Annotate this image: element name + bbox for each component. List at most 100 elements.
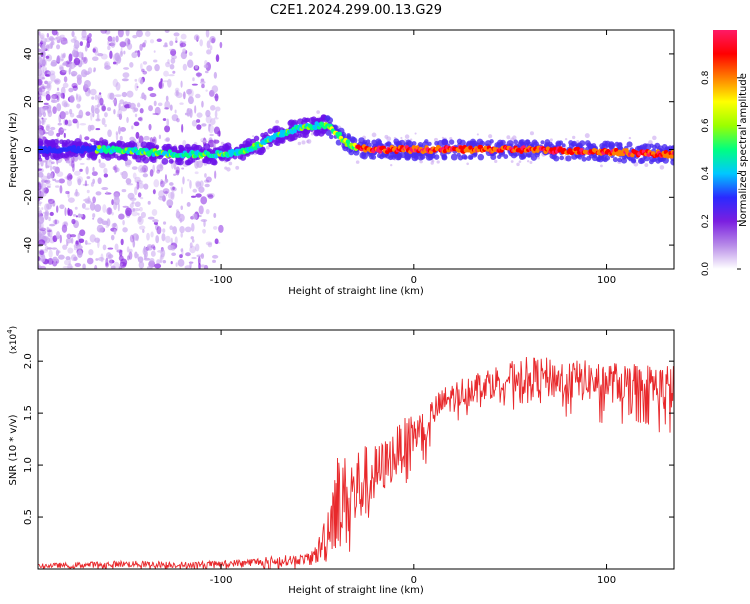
noise-speckle	[115, 132, 119, 141]
noise-speckle	[205, 109, 211, 118]
noise-speckle	[644, 163, 649, 167]
noise-speckle	[78, 238, 85, 243]
noise-speckle	[204, 183, 210, 188]
noise-speckle	[572, 135, 576, 140]
noise-speckle	[118, 213, 125, 220]
noise-speckle	[200, 219, 208, 222]
noise-speckle	[157, 102, 163, 107]
noise-speckle	[211, 85, 219, 93]
noise-speckle	[117, 202, 120, 212]
noise-speckle	[38, 256, 41, 261]
ridge-halo	[241, 144, 246, 149]
noise-speckle	[84, 136, 90, 141]
noise-speckle	[76, 94, 82, 103]
noise-speckle	[193, 34, 200, 41]
noise-speckle	[43, 105, 47, 110]
noise-speckle	[132, 172, 137, 180]
noise-speckle	[207, 194, 214, 199]
noise-speckle	[38, 161, 41, 165]
noise-speckle	[166, 199, 174, 207]
noise-speckle	[81, 30, 87, 39]
noise-speckle	[306, 139, 310, 144]
noise-speckle	[201, 83, 205, 89]
noise-speckle	[214, 238, 219, 245]
noise-speckle	[186, 202, 191, 207]
noise-speckle	[122, 128, 126, 132]
ridge-halo	[38, 138, 44, 145]
noise-speckle	[494, 159, 498, 164]
ridge-halo	[628, 157, 633, 162]
noise-speckle	[187, 96, 194, 105]
noise-speckle	[72, 163, 75, 172]
noise-speckle	[39, 73, 45, 80]
noise-speckle	[165, 61, 171, 68]
noise-speckle	[153, 179, 160, 188]
noise-speckle	[104, 65, 111, 70]
noise-speckle	[66, 179, 73, 187]
noise-speckle	[163, 70, 169, 77]
noise-speckle	[419, 159, 423, 164]
noise-speckle	[62, 265, 70, 269]
noise-speckle	[61, 40, 64, 44]
noise-speckle	[122, 219, 125, 226]
noise-speckle	[58, 127, 65, 135]
noise-speckle	[38, 172, 44, 178]
noise-speckle	[139, 79, 144, 85]
ridge-halo	[577, 155, 582, 160]
noise-speckle	[38, 86, 46, 93]
noise-speckle	[135, 131, 140, 139]
noise-speckle	[139, 108, 144, 114]
noise-speckle	[510, 160, 514, 163]
noise-speckle	[39, 213, 44, 222]
noise-speckle	[180, 186, 183, 195]
snr-frame	[37, 329, 675, 570]
noise-speckle	[71, 49, 77, 58]
noise-speckle	[47, 81, 53, 84]
snr-panel: -100 0 100 0.5 1.0 1.5 2.0 Height of straight …	[6, 326, 675, 596]
y-tick-label: -40	[23, 237, 34, 253]
ridge-halo	[184, 159, 191, 166]
noise-speckle	[140, 211, 147, 219]
noise-speckle	[164, 178, 167, 185]
noise-speckle	[38, 94, 41, 98]
noise-speckle	[46, 185, 51, 188]
noise-speckle	[38, 265, 41, 269]
noise-speckle	[74, 191, 80, 197]
noise-speckle	[44, 245, 49, 251]
noise-speckle	[297, 141, 302, 146]
ridge-halo	[279, 137, 286, 144]
noise-speckle	[194, 171, 199, 175]
noise-speckle	[60, 58, 64, 61]
colorbar: 0.0 0.2 0.4 0.6 0.8 Normalized spectral ampl…	[701, 30, 749, 276]
noise-speckle	[149, 137, 154, 144]
noise-speckle	[56, 44, 61, 50]
noise-speckle	[149, 258, 155, 263]
ridge-halo	[297, 118, 304, 125]
noise-speckle	[161, 233, 166, 242]
noise-speckle	[114, 164, 118, 174]
ridge-halo	[375, 138, 382, 145]
noise-speckle	[131, 51, 138, 59]
ridge-halo	[161, 157, 169, 165]
noise-speckle	[159, 164, 163, 169]
snr-multiplier: (x104)	[6, 326, 19, 354]
noise-speckle	[164, 42, 168, 47]
noise-speckle	[81, 203, 86, 209]
ridge-halo	[565, 155, 572, 162]
noise-speckle	[148, 123, 152, 131]
noise-speckle	[176, 209, 179, 213]
noise-speckle	[86, 189, 90, 194]
noise-speckle	[116, 55, 122, 64]
noise-speckle	[129, 136, 135, 141]
noise-speckle	[58, 250, 61, 254]
noise-speckle	[120, 171, 123, 176]
noise-speckle	[64, 111, 69, 116]
ridge-point	[613, 147, 619, 153]
noise-speckle	[52, 256, 58, 262]
noise-speckle	[147, 244, 153, 249]
ridge-point	[663, 149, 669, 155]
noise-speckle	[194, 105, 197, 114]
noise-speckle	[134, 201, 141, 208]
noise-speckle	[38, 168, 43, 171]
noise-speckle	[76, 120, 80, 129]
